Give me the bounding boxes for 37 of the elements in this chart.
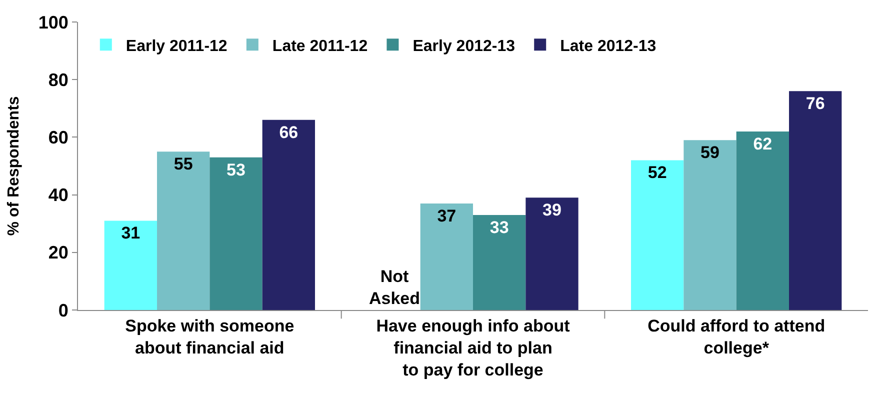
bar bbox=[736, 131, 789, 310]
data-label: 62 bbox=[753, 134, 772, 154]
legend-label: Late 2011-12 bbox=[272, 38, 368, 55]
y-tick-label: 60 bbox=[48, 128, 68, 148]
legend-label: Early 2012-13 bbox=[412, 38, 516, 55]
y-tick-label: 40 bbox=[48, 185, 68, 206]
x-tick-label: Spoke with someone about financial aid bbox=[125, 316, 294, 358]
bar bbox=[157, 152, 210, 310]
x-tick-label: Have enough info about financial aid to plan to pay for college bbox=[376, 316, 570, 380]
data-label: 33 bbox=[490, 218, 509, 237]
data-label: 52 bbox=[648, 163, 667, 182]
data-label: 55 bbox=[174, 154, 193, 174]
bar bbox=[262, 120, 315, 310]
bar bbox=[526, 198, 578, 310]
bar bbox=[104, 220, 157, 310]
bar bbox=[210, 157, 262, 310]
annotation: Not Asked bbox=[369, 267, 420, 308]
data-label: 37 bbox=[437, 206, 456, 226]
bar bbox=[473, 214, 526, 310]
data-label: 53 bbox=[226, 160, 246, 180]
data-label: 59 bbox=[700, 143, 720, 162]
bar bbox=[684, 140, 736, 310]
data-label: 66 bbox=[279, 122, 298, 142]
y-tick-label: 100 bbox=[38, 12, 68, 32]
y-tick-label: 20 bbox=[48, 242, 68, 263]
y-tick-label: 0 bbox=[58, 300, 68, 320]
data-label: 31 bbox=[121, 224, 140, 243]
legend-label: Early 2011-12 bbox=[126, 38, 228, 55]
bar bbox=[631, 160, 684, 310]
legend-label: Late 2012-13 bbox=[560, 38, 656, 55]
data-label: 76 bbox=[806, 94, 825, 114]
bar bbox=[789, 91, 842, 310]
y-axis-title: % of Respondents bbox=[5, 96, 22, 236]
bar bbox=[420, 203, 473, 310]
y-tick-label: 80 bbox=[48, 70, 68, 90]
x-tick-label: Could afford to attend college* bbox=[648, 316, 826, 358]
data-label: 39 bbox=[542, 200, 562, 220]
